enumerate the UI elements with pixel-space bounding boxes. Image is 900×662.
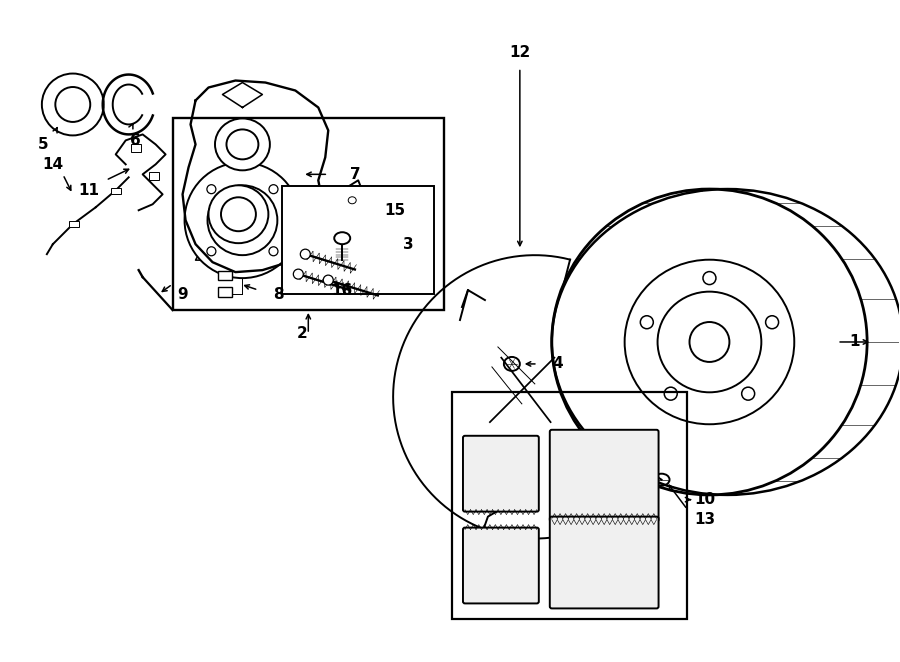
Bar bbox=[173, 118, 444, 310]
FancyBboxPatch shape bbox=[550, 516, 659, 608]
Ellipse shape bbox=[209, 185, 268, 243]
Ellipse shape bbox=[653, 474, 670, 486]
Text: 13: 13 bbox=[694, 512, 715, 527]
Bar bbox=[283, 186, 434, 294]
FancyBboxPatch shape bbox=[463, 528, 539, 604]
Text: 1: 1 bbox=[849, 334, 859, 350]
Text: 6: 6 bbox=[130, 133, 141, 148]
Bar bbox=[68, 221, 79, 227]
Text: 15: 15 bbox=[384, 203, 406, 218]
Text: 2: 2 bbox=[297, 326, 308, 342]
Ellipse shape bbox=[215, 118, 270, 170]
FancyBboxPatch shape bbox=[463, 436, 539, 512]
Text: 3: 3 bbox=[403, 237, 413, 252]
Text: 12: 12 bbox=[509, 45, 530, 60]
Bar bbox=[148, 172, 158, 180]
Text: 7: 7 bbox=[350, 167, 361, 182]
Ellipse shape bbox=[301, 249, 310, 259]
Ellipse shape bbox=[293, 269, 303, 279]
Text: 8: 8 bbox=[273, 287, 284, 302]
Text: 11: 11 bbox=[78, 183, 99, 198]
Ellipse shape bbox=[323, 275, 333, 285]
Ellipse shape bbox=[334, 232, 350, 244]
Bar bbox=[130, 144, 140, 152]
Text: 5: 5 bbox=[38, 137, 49, 152]
Bar bbox=[219, 287, 232, 297]
Bar bbox=[452, 392, 687, 620]
FancyBboxPatch shape bbox=[550, 430, 659, 522]
Text: 10: 10 bbox=[694, 492, 715, 507]
Ellipse shape bbox=[504, 357, 520, 371]
Text: 4: 4 bbox=[553, 356, 563, 371]
Text: 14: 14 bbox=[42, 157, 63, 172]
Ellipse shape bbox=[42, 73, 104, 136]
Text: 16: 16 bbox=[331, 283, 353, 298]
Text: 9: 9 bbox=[177, 287, 188, 302]
Bar bbox=[219, 271, 232, 280]
Bar bbox=[111, 188, 121, 194]
Ellipse shape bbox=[184, 162, 301, 278]
